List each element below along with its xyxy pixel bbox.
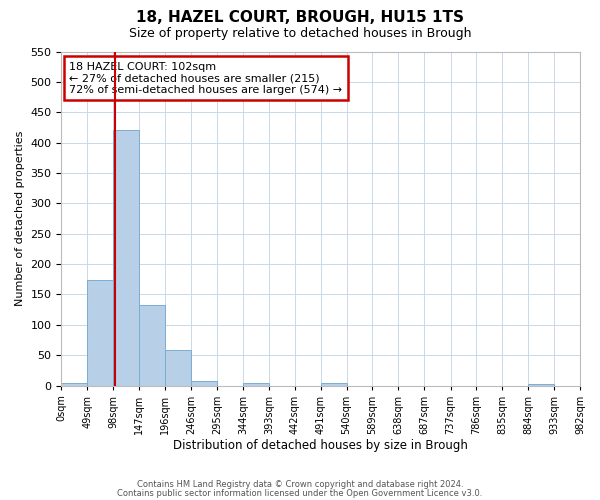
Bar [61,382,87,386]
Text: Contains public sector information licensed under the Open Government Licence v3: Contains public sector information licen… [118,490,482,498]
Bar [87,280,113,386]
Y-axis label: Number of detached properties: Number of detached properties [15,131,25,306]
Bar [139,305,165,386]
Bar [113,130,139,386]
Text: Size of property relative to detached houses in Brough: Size of property relative to detached ho… [129,28,471,40]
Text: Contains HM Land Registry data © Crown copyright and database right 2024.: Contains HM Land Registry data © Crown c… [137,480,463,489]
Bar [191,382,217,386]
Text: 18, HAZEL COURT, BROUGH, HU15 1TS: 18, HAZEL COURT, BROUGH, HU15 1TS [136,10,464,25]
Bar [528,384,554,386]
Bar [165,350,191,386]
X-axis label: Distribution of detached houses by size in Brough: Distribution of detached houses by size … [173,440,468,452]
Bar [321,382,347,386]
Bar [243,382,269,386]
Text: 18 HAZEL COURT: 102sqm
← 27% of detached houses are smaller (215)
72% of semi-de: 18 HAZEL COURT: 102sqm ← 27% of detached… [69,62,343,94]
